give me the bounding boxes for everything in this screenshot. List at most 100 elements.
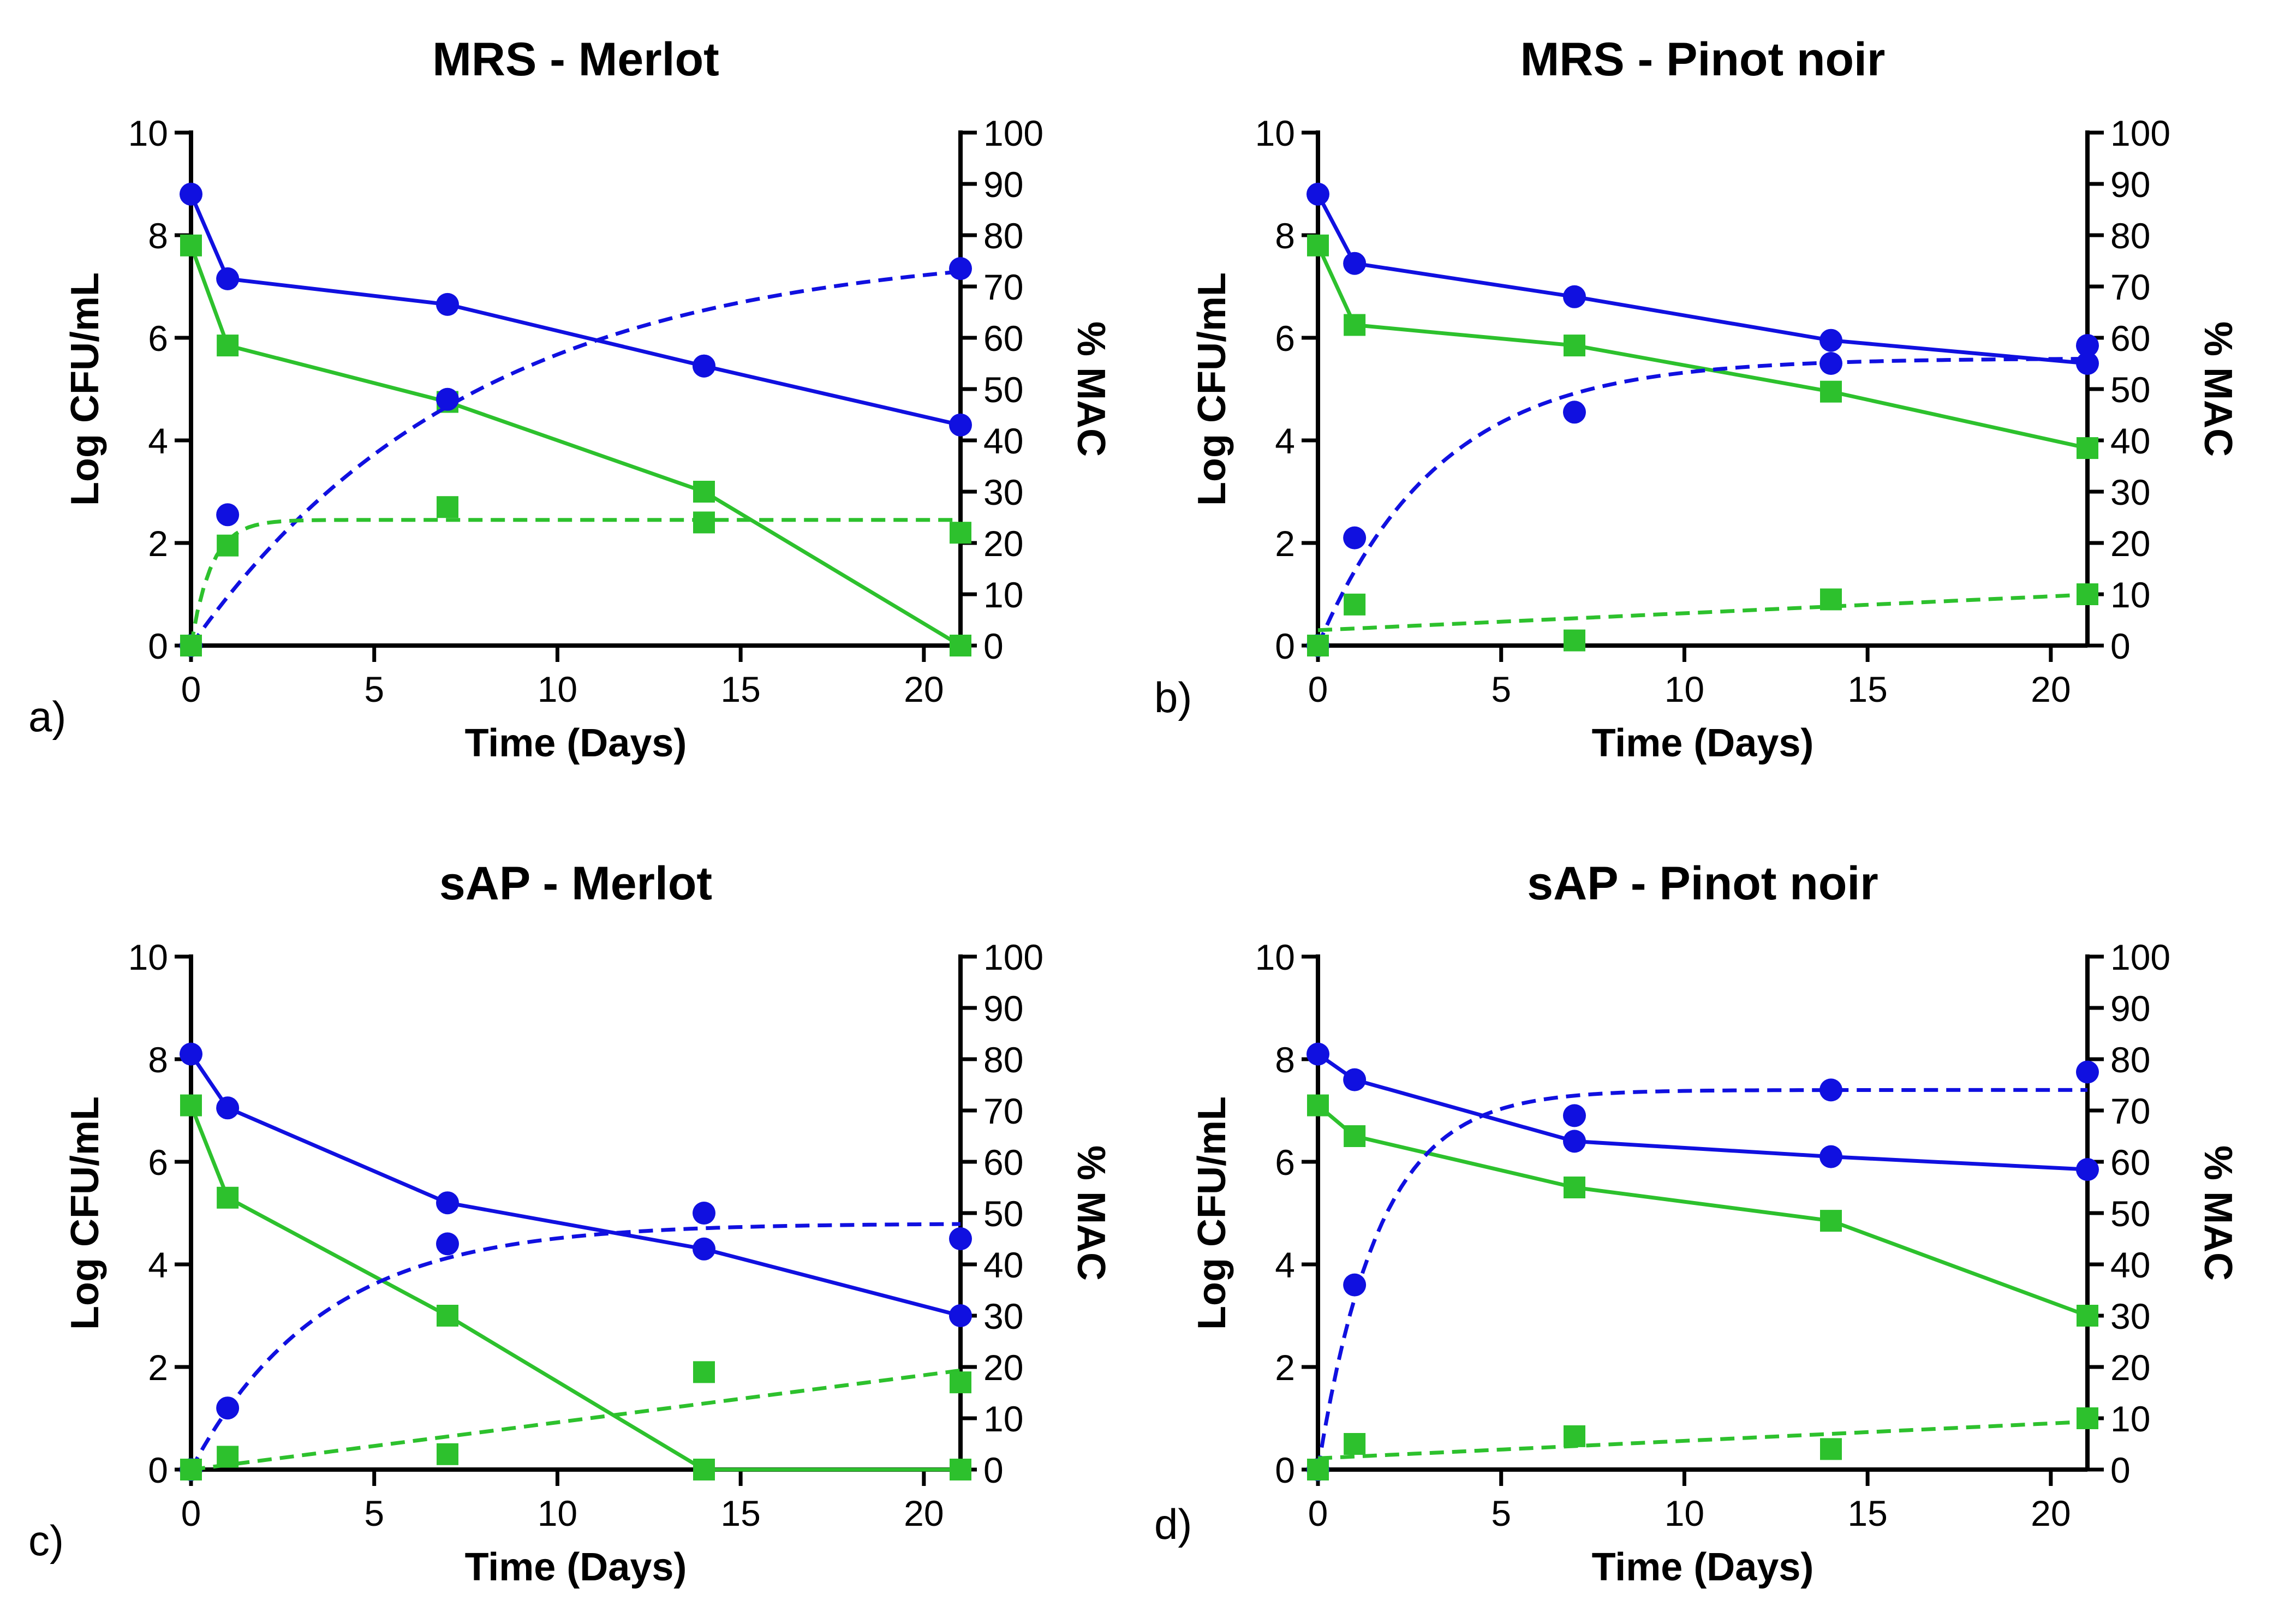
series-green-square-left bbox=[1307, 1094, 2098, 1327]
series-green-square-right bbox=[1307, 583, 2098, 656]
fit-curve bbox=[1316, 357, 2088, 647]
data-point-square bbox=[1344, 593, 1366, 616]
right-y-tick-label: 0 bbox=[983, 626, 1004, 666]
series-blue-circle-right bbox=[1306, 334, 2099, 657]
x-tick-label: 20 bbox=[904, 669, 944, 709]
data-point-square bbox=[217, 534, 239, 557]
left-y-tick-label: 2 bbox=[148, 1347, 168, 1388]
right-y-tick-label: 60 bbox=[2110, 318, 2150, 359]
series-blue-circle-right bbox=[1306, 1060, 2099, 1481]
fit-curve bbox=[189, 270, 961, 647]
data-point-square bbox=[180, 234, 202, 256]
right-y-tick-label: 10 bbox=[983, 575, 1023, 615]
data-point-circle bbox=[216, 267, 240, 290]
right-y-tick-label: 60 bbox=[983, 318, 1023, 359]
data-point-circle bbox=[436, 292, 459, 316]
right-y-tick-label: 40 bbox=[2110, 1245, 2150, 1285]
x-tick-label: 15 bbox=[1847, 1493, 1887, 1533]
right-y-tick-label: 50 bbox=[983, 1193, 1023, 1234]
data-point-square bbox=[2077, 1407, 2098, 1429]
data-point-circle bbox=[1563, 1130, 1586, 1153]
fit-curve bbox=[1317, 593, 2088, 632]
x-tick-label: 0 bbox=[1308, 669, 1328, 709]
x-axis-title: Time (Days) bbox=[1592, 1545, 1814, 1589]
right-y-tick-label: 70 bbox=[983, 267, 1023, 307]
right-y-tick-label: 30 bbox=[2110, 472, 2150, 512]
data-point-square bbox=[950, 1459, 971, 1480]
series-blue-circle-left bbox=[1306, 182, 2099, 375]
data-point-circle bbox=[1819, 329, 1842, 352]
x-tick-label: 15 bbox=[720, 1493, 760, 1533]
right-y-tick-label: 20 bbox=[2110, 1347, 2150, 1388]
data-point-circle bbox=[216, 1396, 240, 1420]
x-axis-title: Time (Days) bbox=[1592, 721, 1814, 765]
data-point-square bbox=[693, 511, 715, 534]
data-point-square bbox=[1564, 629, 1585, 652]
data-point-circle bbox=[1563, 1104, 1586, 1127]
x-tick-label: 10 bbox=[1664, 1493, 1704, 1533]
left-y-axis-title: Log CFU/mL bbox=[1190, 272, 1234, 506]
data-point-square bbox=[2077, 583, 2098, 605]
data-point-circle bbox=[1306, 182, 1329, 206]
right-y-tick-label: 10 bbox=[983, 1399, 1023, 1439]
data-point-circle bbox=[949, 413, 972, 437]
right-y-tick-label: 10 bbox=[2110, 575, 2150, 615]
panel-label: b) bbox=[1154, 673, 1192, 721]
data-point-circle bbox=[1343, 526, 1367, 550]
chart-title: MRS - Pinot noir bbox=[1520, 33, 1886, 86]
data-point-square bbox=[437, 1305, 458, 1327]
data-point-square bbox=[950, 635, 971, 656]
right-y-tick-label: 100 bbox=[983, 937, 1043, 977]
data-point-circle bbox=[693, 354, 715, 378]
right-y-tick-label: 60 bbox=[983, 1142, 1023, 1183]
left-y-tick-label: 8 bbox=[148, 1040, 168, 1080]
data-point-square bbox=[217, 1186, 239, 1209]
x-tick-label: 15 bbox=[1847, 669, 1887, 709]
chart-title: sAP - Pinot noir bbox=[1527, 857, 1878, 910]
data-point-circle bbox=[1819, 352, 1842, 375]
right-y-tick-label: 70 bbox=[983, 1091, 1023, 1131]
series-blue-circle-left bbox=[180, 182, 972, 437]
data-point-circle bbox=[1819, 1078, 1842, 1102]
data-point-square bbox=[1820, 588, 1842, 611]
data-point-square bbox=[1564, 1425, 1585, 1447]
left-y-tick-label: 2 bbox=[148, 523, 168, 564]
series-green-square-right bbox=[180, 1361, 971, 1480]
data-point-square bbox=[693, 481, 715, 503]
data-point-square bbox=[2077, 1305, 2098, 1327]
left-y-tick-label: 8 bbox=[1275, 1040, 1295, 1080]
left-y-tick-label: 4 bbox=[1275, 421, 1295, 461]
series-line bbox=[189, 244, 962, 648]
left-y-tick-label: 10 bbox=[1255, 937, 1295, 977]
series-line bbox=[189, 193, 961, 427]
left-y-tick-label: 4 bbox=[148, 1245, 168, 1285]
right-y-tick-label: 10 bbox=[2110, 1399, 2150, 1439]
left-y-tick-label: 10 bbox=[128, 937, 168, 977]
data-point-square bbox=[1344, 314, 1366, 336]
data-point-circle bbox=[180, 182, 202, 206]
right-y-tick-label: 40 bbox=[2110, 421, 2150, 461]
series-line bbox=[1316, 1052, 2088, 1172]
data-point-square bbox=[1344, 1125, 1366, 1147]
data-point-circle bbox=[436, 387, 459, 411]
left-y-tick-label: 6 bbox=[1275, 318, 1295, 359]
left-y-axis-title: Log CFU/mL bbox=[63, 272, 107, 506]
data-point-circle bbox=[693, 1202, 715, 1225]
left-y-tick-label: 0 bbox=[1275, 1450, 1295, 1490]
left-y-tick-label: 2 bbox=[1275, 1347, 1295, 1388]
right-y-tick-label: 40 bbox=[983, 421, 1023, 461]
series-line bbox=[1316, 1103, 2089, 1318]
data-point-square bbox=[180, 1459, 202, 1480]
data-point-square bbox=[693, 1361, 715, 1383]
chart-title: sAP - Merlot bbox=[439, 857, 712, 910]
fit-curve bbox=[189, 1222, 961, 1471]
right-y-axis-title: % MAC bbox=[1069, 321, 1113, 457]
panel-label: c) bbox=[28, 1516, 64, 1565]
left-y-axis-title: Log CFU/mL bbox=[63, 1096, 107, 1330]
right-y-tick-label: 80 bbox=[983, 1040, 1023, 1080]
right-y-tick-label: 50 bbox=[2110, 369, 2150, 410]
